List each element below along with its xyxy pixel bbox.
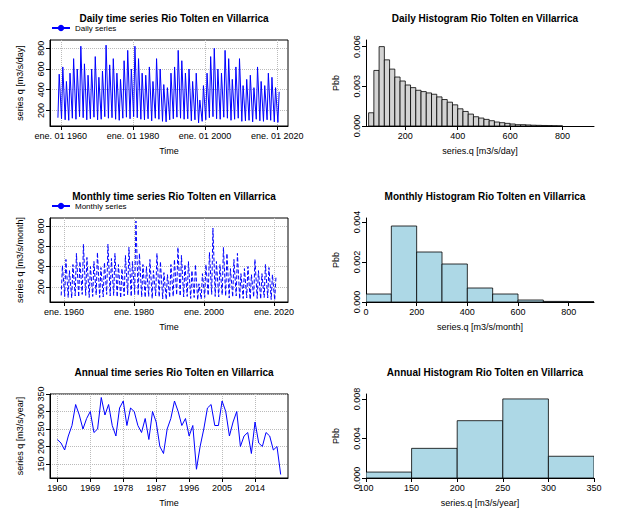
svg-text:ene. 2020: ene. 2020 xyxy=(254,307,294,317)
svg-text:200: 200 xyxy=(36,103,46,118)
svg-text:Monthly series: Monthly series xyxy=(75,202,127,211)
svg-text:Monthly time series Rio Tolten: Monthly time series Rio Tolten en Villar… xyxy=(72,191,276,202)
svg-text:400: 400 xyxy=(36,82,46,97)
svg-text:ene. 2000: ene. 2000 xyxy=(184,307,224,317)
svg-text:Pbb: Pbb xyxy=(331,252,341,268)
svg-text:Daily Histogram Rio Tolten en: Daily Histogram Rio Tolten en Villarrica xyxy=(392,13,579,24)
svg-text:0.000: 0.000 xyxy=(351,466,362,490)
svg-text:800: 800 xyxy=(36,219,46,234)
svg-text:Time: Time xyxy=(159,498,179,508)
svg-text:600: 600 xyxy=(503,131,518,141)
svg-text:350: 350 xyxy=(586,483,601,493)
svg-text:150: 150 xyxy=(404,483,419,493)
svg-text:1978: 1978 xyxy=(113,483,133,493)
svg-text:ene. 01 2020: ene. 01 2020 xyxy=(251,131,304,141)
svg-text:Pbb: Pbb xyxy=(331,428,341,444)
svg-text:0.004: 0.004 xyxy=(352,211,362,234)
svg-text:ene. 1960: ene. 1960 xyxy=(44,307,84,317)
svg-text:Time: Time xyxy=(159,146,179,156)
svg-text:Annual time series Rio Tolten: Annual time series Rio Tolten en Villarr… xyxy=(74,367,274,378)
svg-text:series q [m3/s/day]: series q [m3/s/day] xyxy=(15,45,25,121)
svg-text:Pbb: Pbb xyxy=(331,75,341,91)
svg-text:250: 250 xyxy=(36,421,46,436)
svg-text:400: 400 xyxy=(460,307,475,317)
svg-text:Monthly Histogram Rio Tolten e: Monthly Histogram Rio Tolten en Villarri… xyxy=(385,191,586,202)
svg-text:series.q [m3/s/day]: series.q [m3/s/day] xyxy=(442,146,518,156)
svg-text:0.000: 0.000 xyxy=(352,291,362,314)
svg-text:ene. 01 1980: ene. 01 1980 xyxy=(107,131,160,141)
svg-text:400: 400 xyxy=(450,131,465,141)
svg-text:Time: Time xyxy=(159,322,179,332)
svg-text:series q [m3/s/year]: series q [m3/s/year] xyxy=(15,397,25,476)
svg-text:ene. 1980: ene. 1980 xyxy=(114,307,154,317)
svg-text:800: 800 xyxy=(561,307,576,317)
svg-text:1987: 1987 xyxy=(146,483,166,493)
svg-text:Daily time series Rio Tolten e: Daily time series Rio Tolten en Villarri… xyxy=(79,13,269,24)
svg-text:0.000: 0.000 xyxy=(352,115,362,138)
svg-text:100: 100 xyxy=(358,483,373,493)
svg-text:ene. 01 2000: ene. 01 2000 xyxy=(179,131,232,141)
svg-text:200: 200 xyxy=(450,483,465,493)
svg-text:600: 600 xyxy=(36,239,46,254)
svg-text:1969: 1969 xyxy=(80,483,100,493)
svg-text:0.004: 0.004 xyxy=(352,427,362,450)
svg-text:Annual Histogram Rio Tolten en: Annual Histogram Rio Tolten en Villarric… xyxy=(387,367,584,378)
svg-text:250: 250 xyxy=(495,483,510,493)
svg-text:0.002: 0.002 xyxy=(352,251,362,274)
svg-text:800: 800 xyxy=(555,131,570,141)
svg-text:400: 400 xyxy=(36,259,46,274)
svg-text:800: 800 xyxy=(36,41,46,56)
svg-text:0.006: 0.006 xyxy=(352,35,362,58)
svg-text:1996: 1996 xyxy=(179,483,199,493)
svg-text:1960: 1960 xyxy=(47,483,67,493)
svg-text:300: 300 xyxy=(36,404,46,419)
svg-text:200: 200 xyxy=(36,439,46,454)
svg-text:series q [m3/s/month]: series q [m3/s/month] xyxy=(15,217,25,303)
svg-text:350: 350 xyxy=(36,386,46,401)
svg-text:0: 0 xyxy=(363,307,368,317)
svg-text:300: 300 xyxy=(541,483,556,493)
svg-text:series.q [m3/s/month]: series.q [m3/s/month] xyxy=(437,322,523,332)
svg-text:200: 200 xyxy=(409,307,424,317)
svg-text:150: 150 xyxy=(36,456,46,471)
svg-text:ene. 01 1960: ene. 01 1960 xyxy=(35,131,88,141)
svg-text:0.008: 0.008 xyxy=(352,388,362,411)
svg-text:600: 600 xyxy=(510,307,525,317)
svg-text:600: 600 xyxy=(36,61,46,76)
svg-text:2014: 2014 xyxy=(245,483,265,493)
svg-text:series.q [m3/s/year]: series.q [m3/s/year] xyxy=(441,498,520,508)
svg-text:2005: 2005 xyxy=(212,483,232,493)
svg-text:0.003: 0.003 xyxy=(352,75,362,98)
svg-text:200: 200 xyxy=(36,279,46,294)
svg-text:200: 200 xyxy=(398,131,413,141)
svg-text:Daily series: Daily series xyxy=(75,24,116,33)
